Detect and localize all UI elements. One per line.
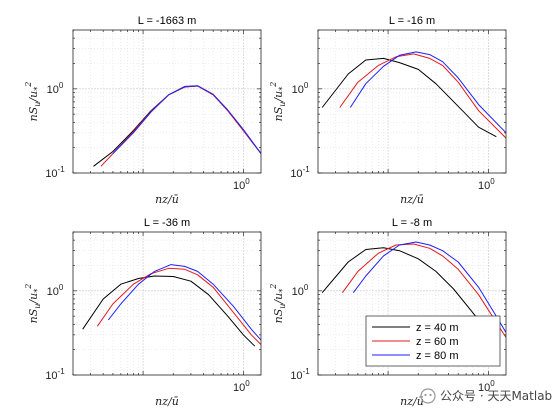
watermark-text: 公众号 · 天天Matlab [440, 389, 552, 403]
series-line-z80 [349, 51, 506, 134]
wechat-icon-dot [424, 393, 427, 397]
y-axis-label: nSu/u*2 [24, 284, 42, 324]
y-axis-label: nSu/u*2 [269, 284, 287, 324]
x-axis-label: nz/ū [400, 193, 424, 206]
subplot-2: 100 10-1 100 L = -16 m nz/ū nSu/u*2 [269, 15, 507, 206]
x-axis-label: nz/ū [155, 193, 179, 206]
subplot-title: L = -16 m [389, 15, 435, 27]
legend-label: z = 60 m [416, 336, 459, 348]
ticks [72, 231, 261, 376]
x-tick-label: 100 [478, 379, 495, 394]
series-group [82, 264, 261, 347]
y-tick-label: 100 [292, 81, 309, 96]
plot-area [73, 30, 261, 173]
plot-area [73, 232, 261, 375]
axes-box [317, 29, 507, 174]
wechat-icon-dot [429, 393, 432, 397]
plot-area [318, 30, 506, 173]
series-group [93, 85, 261, 167]
y-axis-label: nSu/u*2 [269, 82, 287, 122]
x-axis-label: nz/ū [155, 395, 179, 408]
watermark: 公众号 · 天天Matlab [420, 388, 552, 404]
subplot-title: L = -36 m [144, 217, 190, 229]
ticks [317, 29, 506, 174]
series-group [321, 51, 506, 139]
subplot-3: 100 10-1 100 L = -36 m nz/ū nSu/u*2 [24, 217, 262, 408]
legend-label: z = 40 m [416, 322, 459, 334]
series-line-z80 [107, 264, 261, 341]
y-tick-label: 100 [47, 81, 64, 96]
ticks [317, 231, 506, 376]
wechat-icon [420, 388, 436, 404]
x-tick-label: 100 [233, 177, 250, 192]
y-tick-label: 10-1 [290, 165, 310, 180]
y-axis-label: nSu/u*2 [24, 82, 42, 122]
x-tick-label: 100 [233, 379, 250, 394]
axes-box [317, 231, 507, 376]
y-tick-label: 10-1 [45, 165, 65, 180]
series-line-z60 [96, 267, 261, 345]
series-line-z80 [352, 241, 506, 333]
y-tick-label: 10-1 [290, 367, 310, 382]
ticks [72, 29, 261, 174]
series-line-z80 [112, 85, 261, 154]
grid [72, 231, 261, 376]
legend-label: z = 80 m [416, 350, 459, 362]
subplot-1: 100 10-1 100 L = -1663 m nz/ū nSu/u*2 [24, 15, 262, 206]
subplot-title: L = -1663 m [138, 15, 197, 27]
legend: z = 40 m z = 60 m z = 80 m [365, 315, 501, 367]
series-line-z40 [82, 275, 256, 347]
axes-box [72, 231, 262, 376]
x-tick-label: 100 [478, 177, 495, 192]
axes-box [72, 29, 262, 174]
y-tick-label: 10-1 [45, 367, 65, 382]
series-line-z40 [321, 57, 497, 138]
x-axis-label: nz/ū [400, 395, 424, 408]
series-line-z60 [339, 53, 506, 139]
y-tick-label: 100 [292, 283, 309, 298]
subplot-title: L = -8 m [392, 217, 432, 229]
y-tick-label: 100 [47, 283, 64, 298]
series-line-z60 [341, 243, 506, 338]
